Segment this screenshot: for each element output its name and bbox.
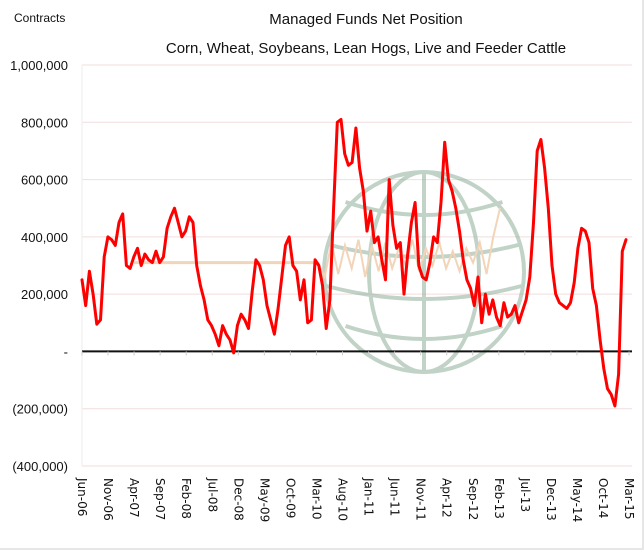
x-tick-label: Apr-07 [127, 478, 141, 518]
y-tick-label: 400,000 [21, 230, 68, 245]
x-tick-label: Aug-10 [336, 478, 350, 521]
x-tick-label: Sep-07 [153, 478, 167, 520]
chart-title: Managed Funds Net Position [269, 11, 462, 28]
y-tick-labels: 1,000,000 800,000 600,000 400,000 200,000 - (2… [10, 58, 68, 474]
globe-watermark-icon [322, 170, 526, 374]
x-tick-label: Nov-06 [101, 478, 115, 521]
y-tick-label: 200,000 [21, 287, 68, 302]
x-tick-labels: Jun-06 Nov-06 Apr-07 Sep-07 Feb-08 Jul-08 Dec-… [75, 477, 636, 522]
y-tick-label: 1,000,000 [10, 58, 68, 73]
x-tick-label: Oct-14 [596, 478, 610, 518]
y-tick-label: (200,000) [12, 402, 68, 417]
x-tick-label: Jun-06 [75, 477, 89, 516]
y-tick-label: 800,000 [21, 115, 68, 130]
globe-latitude [325, 284, 523, 301]
y-tick-label: - [64, 344, 68, 359]
x-tick-label: Apr-12 [440, 478, 454, 518]
x-tick-label: Jul-13 [518, 477, 532, 512]
x-tick-marks [81, 351, 630, 356]
x-tick-label: Mar-15 [622, 478, 636, 519]
x-tick-label: Oct-09 [283, 478, 297, 518]
x-tick-label: Jul-08 [205, 477, 219, 512]
x-tick-label: Jun-11 [388, 477, 402, 516]
y-tick-label: (400,000) [12, 459, 68, 474]
x-tick-label: Dec-08 [231, 478, 245, 521]
x-tick-label: May-09 [257, 478, 271, 522]
x-tick-label: Feb-13 [492, 478, 506, 519]
x-tick-label: Mar-10 [309, 478, 323, 519]
x-tick-label: Jan-11 [362, 477, 376, 516]
series-line-managed-funds [80, 117, 628, 408]
y-tick-label: 600,000 [21, 173, 68, 188]
chart-subtitle: Corn, Wheat, Soybeans, Lean Hogs, Live a… [166, 40, 566, 57]
y-axis-label: Contracts [14, 11, 65, 25]
x-tick-label: Dec-13 [544, 478, 558, 521]
series-points [81, 119, 627, 406]
gridlines [81, 64, 632, 467]
x-tick-label: Sep-12 [466, 478, 480, 520]
x-tick-label: Nov-11 [414, 478, 428, 521]
globe-latitude [344, 324, 504, 341]
x-tick-label: Feb-08 [179, 478, 193, 519]
x-tick-label: May-14 [570, 478, 584, 522]
